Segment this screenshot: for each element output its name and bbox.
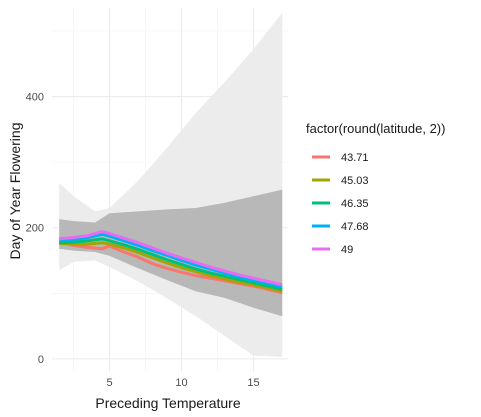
legend-keys: 43.71 45.03 46.35 47.68 49 (312, 152, 369, 256)
y-axis-title: Day of Year Flowering (7, 123, 23, 260)
series-line-46-35 (59, 237, 283, 291)
x-tick-label: 5 (106, 377, 112, 389)
legend-key-label: 43.71 (341, 152, 369, 164)
legend-key-label: 45.03 (341, 175, 369, 187)
series-line-49 (59, 230, 283, 287)
y-tick-label: 0 (38, 354, 44, 366)
legend-key-label: 47.68 (341, 221, 369, 233)
legend-title: factor(round(latitude, 2)) (306, 121, 445, 136)
x-tick-label: 10 (175, 377, 187, 389)
series-line-45-03 (59, 241, 283, 293)
y-axis-title-group: Day of Year Flowering (7, 123, 23, 260)
plot-panel: 5 10 15 0 200 400 (26, 8, 288, 389)
legend: factor(round(latitude, 2)) 43.71 45.03 46.… (306, 121, 445, 256)
legend-key-label: 49 (341, 244, 353, 256)
series-line-47-68 (59, 232, 283, 289)
y-tick-label: 400 (26, 92, 44, 104)
y-tick-label: 200 (26, 223, 44, 235)
legend-key-label: 46.35 (341, 198, 369, 210)
x-tick-label: 15 (247, 377, 259, 389)
x-axis-title: Preceding Temperature (95, 395, 240, 411)
